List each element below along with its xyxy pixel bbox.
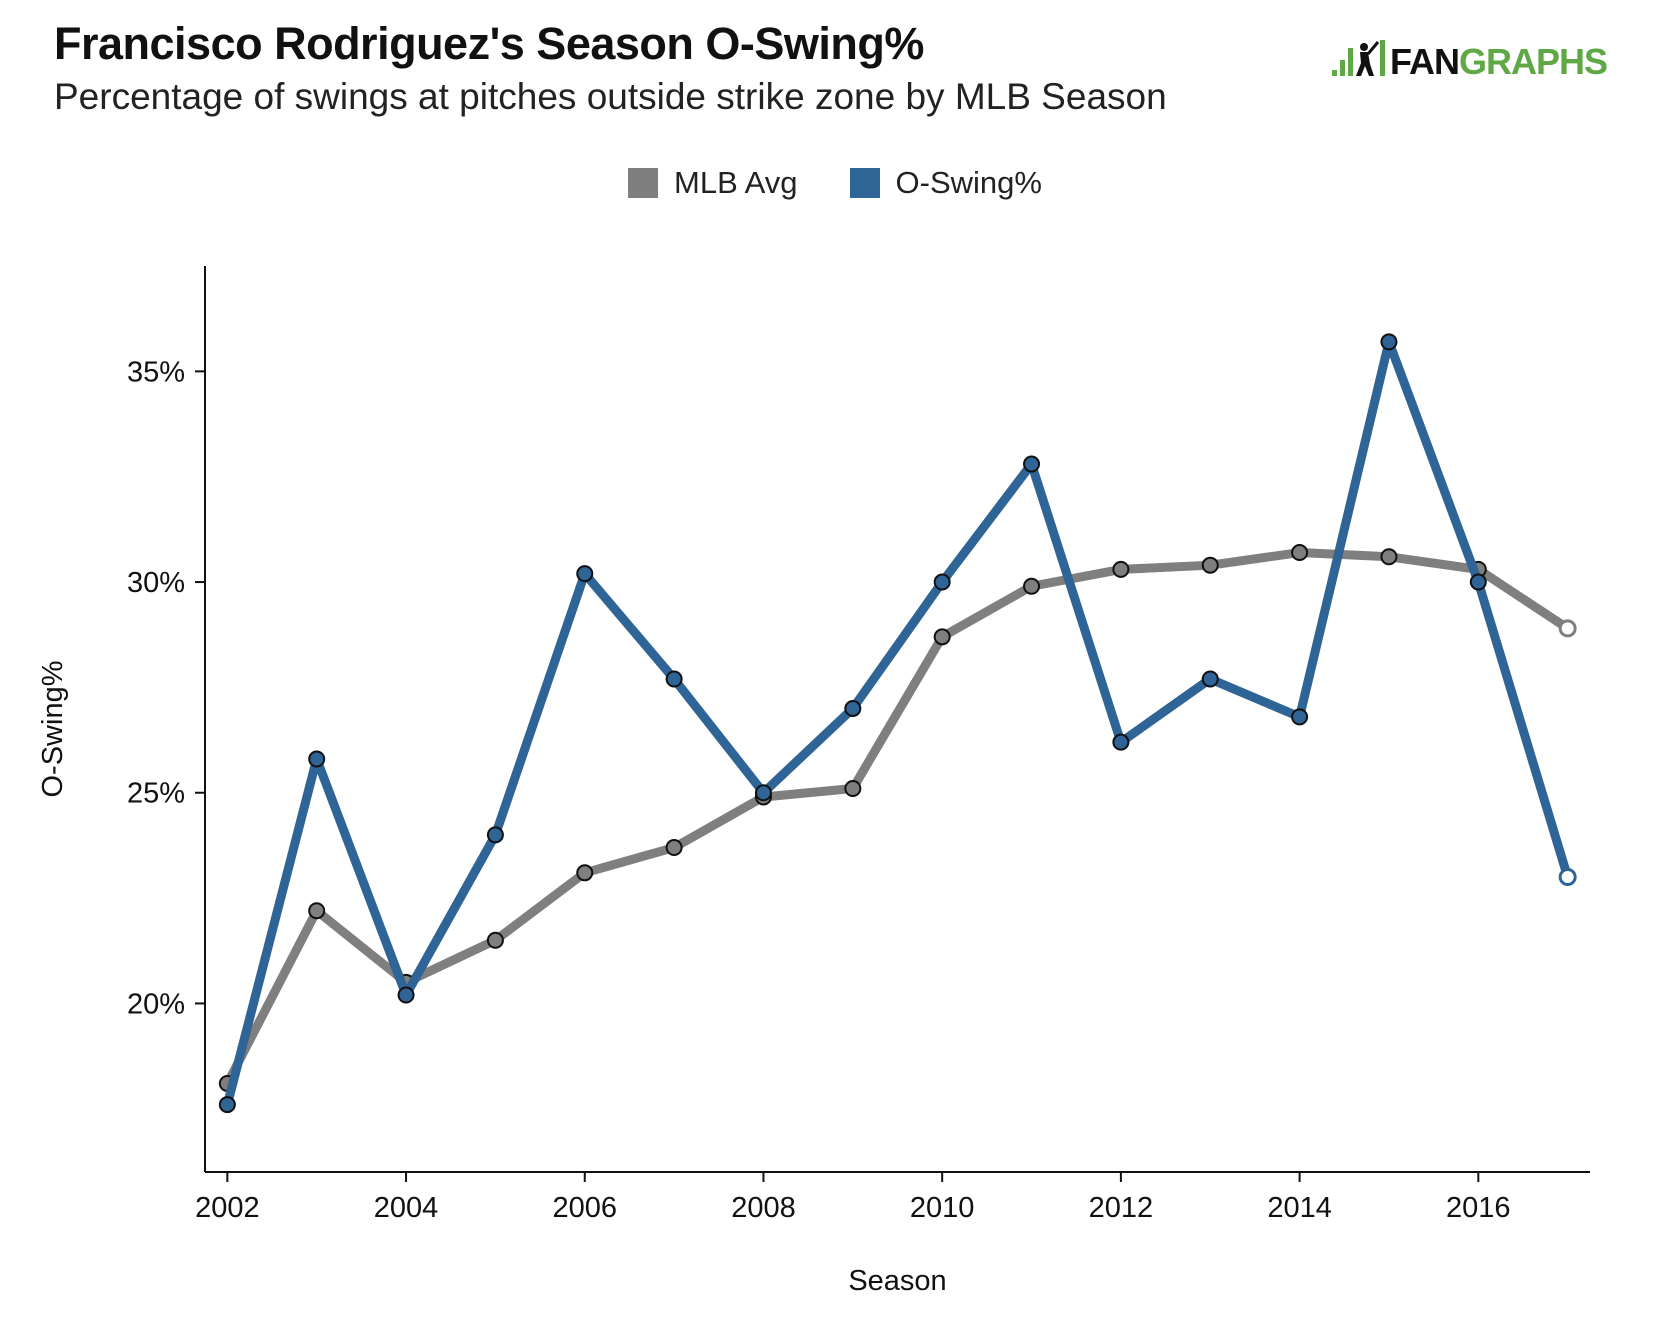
x-axis-title: Season bbox=[848, 1265, 946, 1297]
data-point-mlb-avg-2007 bbox=[665, 839, 683, 857]
y-axis-title: O-Swing% bbox=[37, 661, 69, 798]
data-point-o-swing-2006 bbox=[576, 565, 594, 583]
legend-swatch-o-swing bbox=[849, 168, 880, 198]
legend: MLB Avg O-Swing% bbox=[0, 165, 1670, 201]
data-point-mlb-avg-2015 bbox=[1380, 548, 1398, 566]
data-point-mlb-avg-2005 bbox=[486, 931, 504, 949]
data-point-o-swing-2011 bbox=[1023, 455, 1041, 473]
legend-label-o-swing: O-Swing% bbox=[895, 165, 1042, 200]
data-point-o-swing-2004 bbox=[397, 986, 415, 1004]
data-point-o-swing-2010 bbox=[933, 573, 951, 591]
x-tick-label: 2016 bbox=[1446, 1192, 1511, 1224]
y-tick-label: 20% bbox=[127, 988, 185, 1020]
svg-text:FANGRAPHS: FANGRAPHS bbox=[1390, 41, 1607, 82]
legend-swatch-mlb-avg bbox=[628, 168, 659, 198]
data-point-o-swing-2013 bbox=[1201, 670, 1219, 688]
legend-item-mlb-avg: MLB Avg bbox=[628, 165, 798, 201]
logo-text-graphs: GRAPHS bbox=[1459, 41, 1607, 82]
legend-item-o-swing: O-Swing% bbox=[849, 165, 1042, 201]
x-tick-label: 2014 bbox=[1267, 1192, 1332, 1224]
x-tick-label: 2002 bbox=[195, 1192, 260, 1224]
data-point-mlb-avg-2011 bbox=[1023, 577, 1041, 595]
data-point-o-swing-2007 bbox=[665, 670, 683, 688]
data-point-o-swing-2012 bbox=[1112, 733, 1130, 751]
y-tick-label: 30% bbox=[127, 567, 185, 599]
x-tick-label: 2008 bbox=[731, 1192, 796, 1224]
data-point-mlb-avg-2003 bbox=[308, 902, 326, 920]
y-tick-label: 35% bbox=[127, 356, 185, 388]
data-point-o-swing-2005 bbox=[486, 826, 504, 844]
logo-bars-icon bbox=[1332, 40, 1385, 76]
data-point-mlb-avg-2017 bbox=[1558, 619, 1577, 638]
chart-subtitle: Percentage of swings at pitches outside … bbox=[54, 76, 1167, 117]
data-point-mlb-avg-2014 bbox=[1291, 544, 1309, 562]
chart-title: Francisco Rodriguez's Season O-Swing% bbox=[54, 18, 924, 69]
data-point-mlb-avg-2012 bbox=[1112, 560, 1130, 578]
fangraphs-logo: FANGRAPHS bbox=[1332, 40, 1608, 82]
data-point-mlb-avg-2010 bbox=[933, 628, 951, 646]
logo-text-fan: FAN bbox=[1390, 41, 1459, 82]
data-point-o-swing-2008 bbox=[754, 784, 772, 802]
data-point-o-swing-2003 bbox=[308, 750, 326, 768]
x-tick-label: 2010 bbox=[910, 1192, 975, 1224]
data-point-o-swing-2015 bbox=[1380, 333, 1398, 351]
x-tick-label: 2006 bbox=[553, 1192, 618, 1224]
data-point-o-swing-2002 bbox=[218, 1096, 236, 1114]
x-tick-label: 2012 bbox=[1089, 1192, 1154, 1224]
data-point-mlb-avg-2006 bbox=[576, 864, 594, 882]
series-line-mlb-avg bbox=[222, 548, 1573, 1089]
data-point-o-swing-2014 bbox=[1291, 708, 1309, 726]
series-line-o-swing bbox=[222, 337, 1573, 1110]
data-point-o-swing-2009 bbox=[844, 699, 862, 717]
data-point-o-swing-2016 bbox=[1469, 573, 1487, 591]
y-tick-label: 25% bbox=[127, 778, 185, 810]
data-point-mlb-avg-2009 bbox=[844, 780, 862, 798]
data-point-mlb-avg-2013 bbox=[1201, 556, 1219, 574]
data-point-o-swing-2017 bbox=[1558, 868, 1577, 887]
x-tick-label: 2004 bbox=[374, 1192, 439, 1224]
legend-label-mlb-avg: MLB Avg bbox=[674, 165, 798, 200]
